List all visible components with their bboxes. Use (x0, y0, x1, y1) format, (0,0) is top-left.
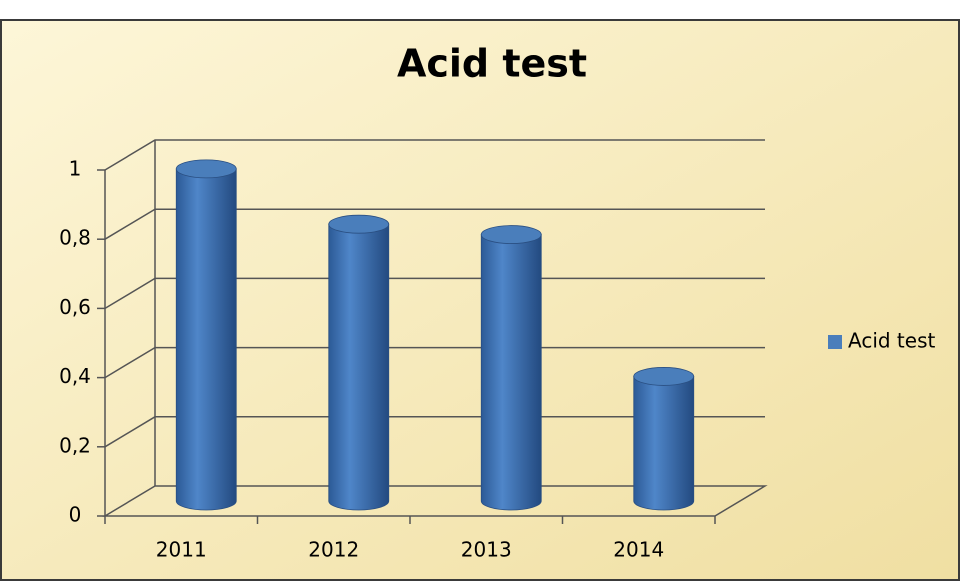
x-tick-label: 2011 (156, 538, 207, 562)
y-tick-label: 1 (69, 157, 82, 181)
grid-line (104, 346, 765, 379)
grid-line (104, 208, 765, 240)
bar (328, 223, 390, 511)
legend-label: Acid test (848, 329, 936, 353)
grid-line (104, 416, 765, 448)
y-tick-label: 0,6 (59, 295, 91, 319)
y-tick-label: 0,4 (59, 364, 91, 388)
chart-title: Acid test (397, 42, 587, 86)
grid-line (104, 277, 765, 310)
bar-top (633, 367, 695, 386)
floor (102, 485, 768, 517)
bar-top (175, 159, 237, 179)
y-tick-label: 0 (69, 503, 82, 527)
x-tick-label: 2014 (613, 538, 664, 562)
bar (175, 168, 237, 511)
bar (633, 376, 695, 511)
bar-top (480, 225, 542, 244)
bar-top (328, 214, 390, 234)
chart-area (0, 19, 960, 581)
y-tick-label: 0,2 (59, 433, 91, 457)
legend-swatch (828, 335, 842, 349)
x-tick-label: 2013 (461, 538, 512, 562)
bar (480, 234, 542, 511)
grid-line (104, 139, 765, 171)
x-tick-label: 2012 (308, 538, 359, 562)
plot: 0 0,2 0,4 0,6 0,8 1 2011 2012 2013 2014 Acid test (59, 139, 936, 562)
y-tick-label: 0,8 (59, 226, 91, 250)
